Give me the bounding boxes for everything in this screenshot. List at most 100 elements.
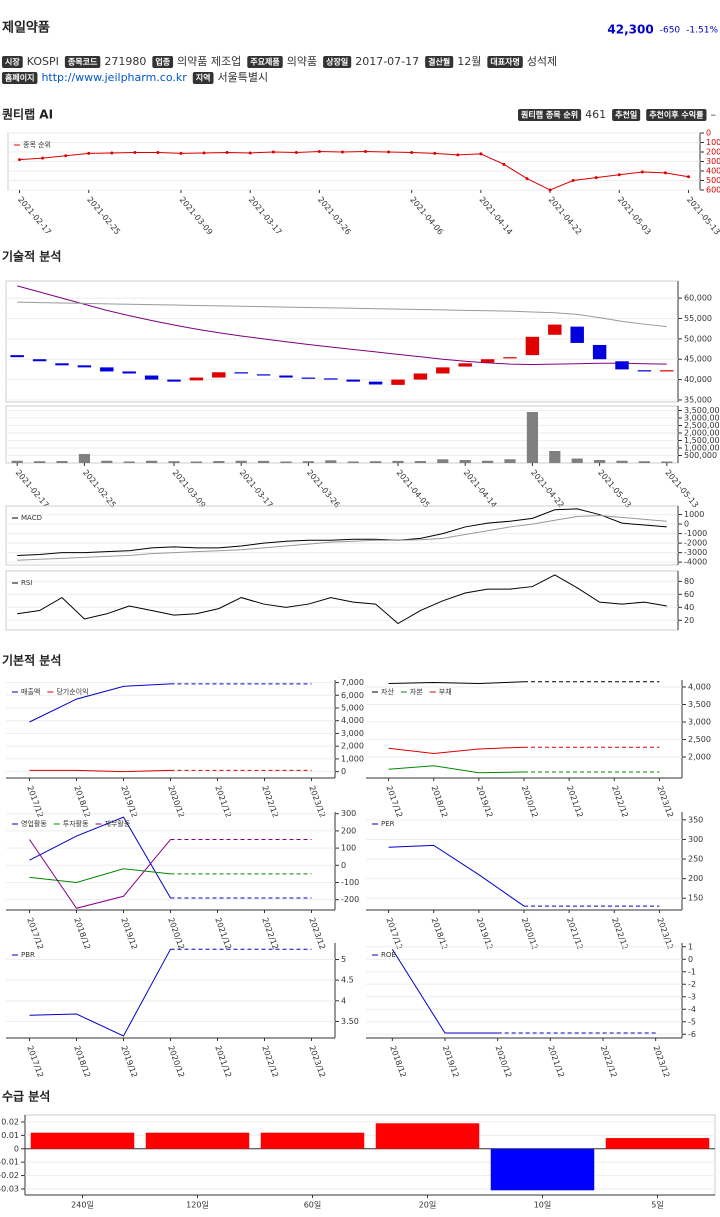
point xyxy=(456,153,460,157)
x-tick-label: 2021-04-22 xyxy=(529,468,566,509)
candle xyxy=(77,365,92,368)
info-label: 업종 xyxy=(155,57,170,67)
info-label: 대표자명 xyxy=(490,57,519,67)
bar xyxy=(616,460,628,463)
y-tick-label: 3,000 xyxy=(688,718,711,727)
x-tick-label: 2021-04-05 xyxy=(395,468,432,509)
point xyxy=(317,150,321,154)
point xyxy=(18,158,22,162)
x-tick-label: 2019/12 xyxy=(119,916,139,950)
point xyxy=(548,188,552,192)
y-tick-label: 2,000,000 xyxy=(684,429,720,438)
point xyxy=(525,177,529,181)
x-tick-label: 120일 xyxy=(186,1201,209,1210)
plot-frame xyxy=(366,812,682,910)
x-tick-label: 2018/12 xyxy=(72,916,92,950)
candle xyxy=(234,372,248,374)
info-badge xyxy=(425,56,454,68)
y-tick-label: 500,000 xyxy=(684,451,717,460)
x-tick-label: 2021-05-03 xyxy=(596,468,633,509)
y-tick-label: 1,500,000 xyxy=(684,436,720,445)
series-line xyxy=(388,844,525,907)
price-text: -1.51% xyxy=(686,26,718,36)
point xyxy=(294,150,298,154)
info-value: 성석제 xyxy=(527,55,557,68)
bar xyxy=(213,461,225,463)
y-tick-label: -0.03 xyxy=(0,1184,19,1193)
y-tick-label: 35,000 xyxy=(684,395,712,404)
info-label: 결산월 xyxy=(428,57,450,67)
series-line xyxy=(29,948,171,1037)
y-tick-label: 4.5 xyxy=(341,976,354,985)
info-label: 종목코드 xyxy=(68,58,98,67)
stock-name: 제일약품 xyxy=(2,20,50,36)
bar xyxy=(146,460,158,463)
point xyxy=(686,175,690,179)
point xyxy=(479,152,483,156)
point xyxy=(202,151,206,155)
legend-label: 종목 순위 xyxy=(23,141,51,149)
ai-label: 추천이후 수익률 xyxy=(649,110,704,120)
series-line xyxy=(17,508,667,556)
x-tick-label: 2020/12 xyxy=(520,916,540,950)
info-value[interactable]: http://www.jeilpharm.co.kr xyxy=(41,71,187,84)
x-tick-label: 2021-03-17 xyxy=(247,195,284,236)
x-tick-label: 2021/12 xyxy=(213,916,233,950)
y-tick-label: 500 xyxy=(706,176,720,185)
point xyxy=(87,151,91,155)
candle xyxy=(525,336,540,356)
y-tick-label: -0.02 xyxy=(0,1171,19,1180)
x-tick-label: 2021-05-03 xyxy=(616,195,653,236)
candle xyxy=(592,344,607,360)
y-tick-label: 6,000 xyxy=(341,691,364,700)
y-tick-label: 40,000 xyxy=(684,375,712,384)
y-tick-label: 350 xyxy=(688,815,703,824)
x-tick-label: 2021-03-09 xyxy=(178,195,215,236)
candle xyxy=(324,378,338,380)
bar xyxy=(347,461,359,463)
point xyxy=(433,151,437,155)
bar xyxy=(437,459,449,463)
point xyxy=(410,150,414,154)
bar xyxy=(123,461,135,463)
point xyxy=(133,150,137,154)
series-line xyxy=(29,816,171,899)
bar xyxy=(325,460,337,463)
bar xyxy=(414,461,426,463)
y-tick-label: 60 xyxy=(684,590,694,599)
candle xyxy=(480,359,495,363)
x-tick-label: 2019/12 xyxy=(441,1044,461,1078)
legend-label: 자산 xyxy=(381,687,394,696)
y-tick-label: 200 xyxy=(688,874,703,883)
y-tick-label: 250 xyxy=(688,855,703,864)
legend-label: 자본 xyxy=(410,687,423,696)
ai-label: 퀀티랩 종목 순위 xyxy=(521,110,578,120)
x-tick-label: 2021-04-22 xyxy=(547,195,584,236)
info-badge xyxy=(152,56,174,68)
plot-frame xyxy=(5,405,679,464)
candle xyxy=(413,373,428,380)
candle xyxy=(391,379,405,385)
point xyxy=(156,150,160,154)
y-tick-label: -4 xyxy=(688,1005,696,1014)
candle xyxy=(503,357,517,359)
section-title: 기본적 분석 xyxy=(2,653,61,668)
y-tick-label: 3,500,000 xyxy=(684,406,720,415)
bar xyxy=(280,461,292,463)
y-tick-label: 100 xyxy=(341,844,356,853)
x-tick-label: 2020/12 xyxy=(166,916,186,950)
y-tick-label: 300 xyxy=(688,835,703,844)
x-tick-label: 2022/12 xyxy=(599,1044,619,1078)
legend-label: 부채 xyxy=(439,687,452,696)
legend-label: 당기순이익 xyxy=(56,687,88,696)
point xyxy=(179,151,183,155)
candle xyxy=(458,363,472,367)
x-tick-label: 240일 xyxy=(71,1201,94,1210)
point xyxy=(663,171,667,175)
x-tick-label: 2017/12 xyxy=(25,916,45,950)
y-tick-label: 0 xyxy=(706,129,711,138)
legend-label: 매출액 xyxy=(21,687,40,696)
legend-label: PBR xyxy=(21,951,35,959)
series-line xyxy=(29,868,171,883)
series-line xyxy=(17,515,667,561)
